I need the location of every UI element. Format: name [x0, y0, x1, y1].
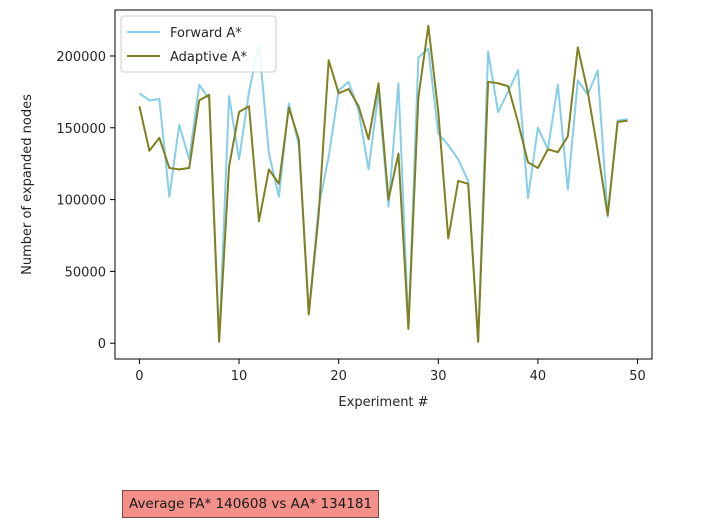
y-tick-label: 0 [98, 337, 106, 352]
average-summary-box: Average FA* 140608 vs AA* 134181 [122, 490, 380, 518]
x-tick-label: 10 [231, 369, 248, 384]
x-tick-label: 0 [135, 369, 143, 384]
x-tick-label: 50 [629, 369, 646, 384]
y-axis-ticks: 0 50000 100000 150000 200000 [56, 50, 115, 352]
x-tick-label: 30 [430, 369, 447, 384]
legend-box [120, 15, 277, 73]
legend-label-forward: Forward A* [170, 26, 242, 41]
x-axis-ticks: 0 10 20 30 40 50 [135, 359, 646, 384]
y-tick-label: 150000 [56, 122, 106, 137]
legend-label-adaptive: Adaptive A* [170, 50, 248, 65]
y-tick-label: 100000 [56, 194, 106, 209]
legend: Forward A* Adaptive A* [120, 15, 277, 73]
x-tick-label: 20 [330, 369, 347, 384]
plot-area-frame [114, 9, 653, 360]
x-axis-label: Experiment # [338, 395, 428, 410]
x-tick-label: 40 [530, 369, 547, 384]
series-line-adaptive-a-star [138, 24, 628, 343]
series-layer [138, 24, 628, 343]
y-tick-label: 50000 [65, 265, 106, 280]
y-axis-label: Number of expanded nodes [20, 94, 35, 275]
y-tick-label: 200000 [56, 50, 106, 65]
line-chart: 0 10 20 30 40 50 0 50000 100000 150000 200000 Exp… [20, 9, 653, 410]
